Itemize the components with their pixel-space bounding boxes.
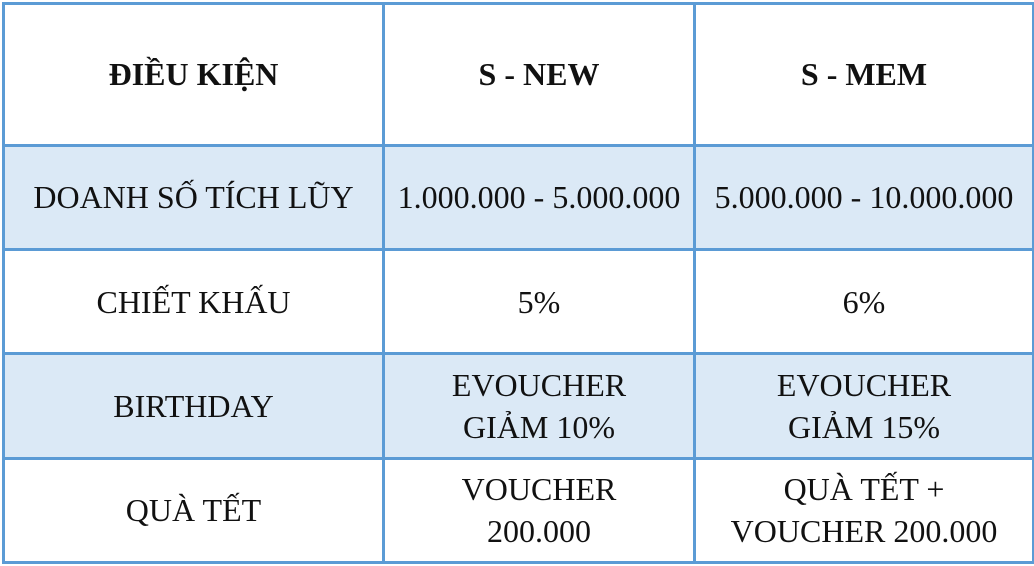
- row-label: BIRTHDAY: [2, 352, 385, 460]
- cell-line: 5%: [517, 283, 561, 320]
- table-header-row: ĐIỀU KIỆN S - NEW S - MEM: [2, 2, 1034, 147]
- cell-tier-s-new: 5%: [382, 248, 696, 356]
- cell-line: 6%: [842, 283, 886, 320]
- cell-line: EVOUCHER: [776, 367, 952, 403]
- cell-tier-s-mem: QUÀ TẾT + VOUCHER 200.000: [693, 456, 1034, 565]
- cell-tier-s-new: EVOUCHER GIẢM 10%: [382, 352, 696, 460]
- cell-tier-s-new: 1.000.000 - 5.000.000: [382, 143, 696, 252]
- header-tier-s-new: S - NEW: [382, 2, 696, 147]
- cell-tier-s-mem: 6%: [693, 248, 1034, 356]
- cell-line: VOUCHER 200.000: [730, 513, 998, 550]
- row-label: DOANH SỐ TÍCH LŨY: [2, 143, 385, 252]
- cell-line: 200.000: [487, 513, 591, 550]
- cell-line: QUÀ TẾT +: [783, 471, 945, 508]
- cell-line: GIẢM 10%: [463, 409, 615, 445]
- table-row-birthday: BIRTHDAY EVOUCHER GIẢM 10% EVOUCHER GIẢM…: [2, 352, 1034, 460]
- cell-line: 5.000.000 - 10.000.000: [714, 179, 1014, 216]
- header-tier-s-mem: S - MEM: [693, 2, 1034, 147]
- cell-line: EVOUCHER: [451, 367, 627, 403]
- table-row-discount: CHIẾT KHẤU 5% 6%: [2, 248, 1034, 356]
- header-condition: ĐIỀU KIỆN: [2, 2, 385, 147]
- table-row-tet-gift: QUÀ TẾT VOUCHER 200.000 QUÀ TẾT + VOUCHE…: [2, 456, 1034, 565]
- row-label: CHIẾT KHẤU: [2, 248, 385, 356]
- cell-tier-s-new: VOUCHER 200.000: [382, 456, 696, 565]
- cell-tier-s-mem: EVOUCHER GIẢM 15%: [693, 352, 1034, 460]
- row-label: QUÀ TẾT: [2, 456, 385, 565]
- cell-tier-s-mem: 5.000.000 - 10.000.000: [693, 143, 1034, 252]
- cell-line: VOUCHER: [461, 471, 617, 508]
- cell-line: GIẢM 15%: [788, 409, 940, 445]
- cell-line: 1.000.000 - 5.000.000: [397, 179, 681, 216]
- table-row-accumulated-sales: DOANH SỐ TÍCH LŨY 1.000.000 - 5.000.000 …: [2, 143, 1034, 252]
